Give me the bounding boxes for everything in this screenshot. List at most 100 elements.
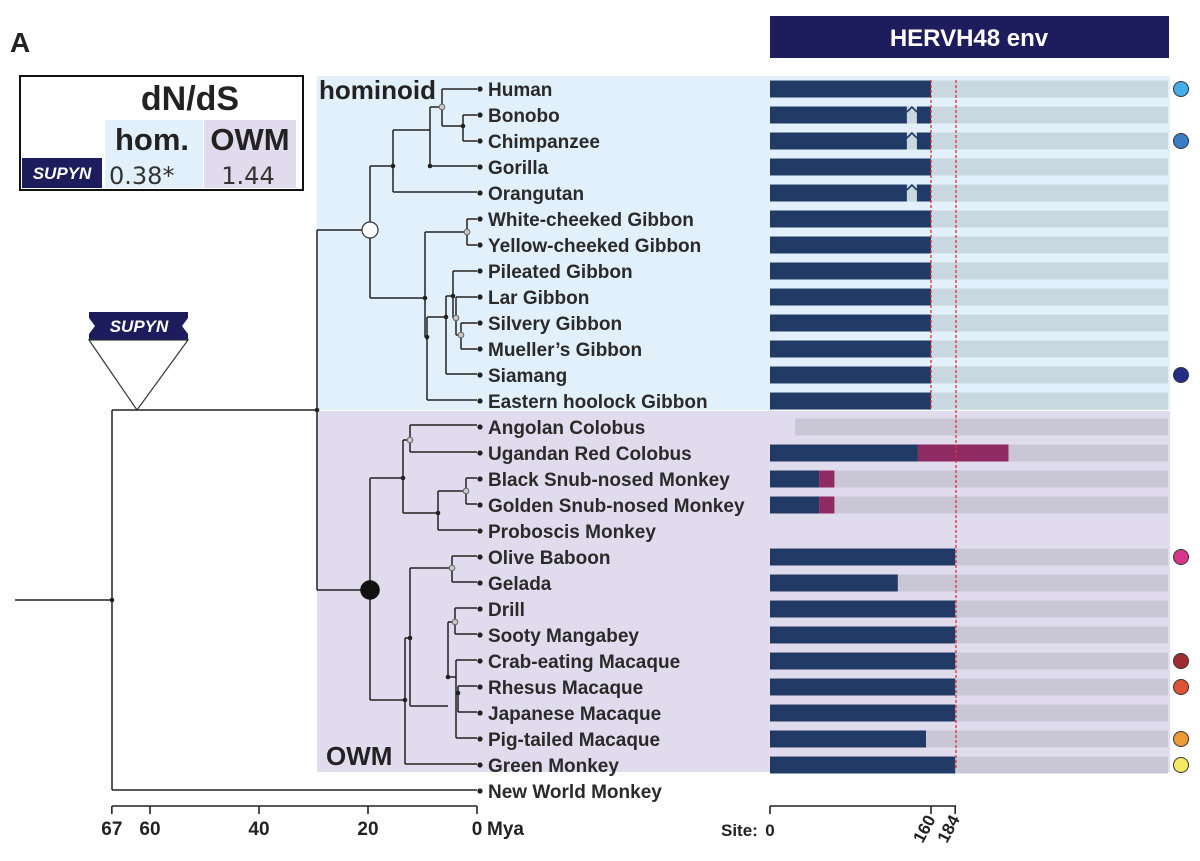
species-name: Sooty Mangabey [488,626,639,647]
species-name: Gorilla [488,158,549,179]
species-name: Proboscis Monkey [488,522,656,543]
tip-node [477,528,483,534]
tree-node [462,487,470,495]
time-tick-label: 67 [101,819,122,840]
tip-node [477,736,483,742]
env-intact-segment [770,470,820,488]
species-name: Orangutan [488,184,584,205]
species-row: Orangutan [477,183,1168,205]
env-intact-segment [770,314,931,332]
species-row: Chimpanzee [477,131,1189,153]
env-intact-segment [770,158,931,176]
tree-node [455,690,461,696]
species-row: Bonobo [477,105,1168,127]
hominoid-ancestor-node [361,221,379,239]
species-row: Golden Snub-nosed Monkey [477,496,1168,517]
env-intact-segment [770,340,931,358]
tree-node [445,674,451,680]
env-intact-segment [770,652,956,670]
species-name: Olive Baboon [488,548,610,569]
tip-node [477,372,483,378]
deletion-mark [906,105,918,113]
env-intact-segment [770,444,918,462]
env-intact-segment [916,106,931,124]
env-intact-segment [770,366,931,384]
site-axis-prefix: Site: [721,821,758,840]
tip-node [477,346,483,352]
species-row: New World Monkey [477,782,662,803]
tip-node [477,606,483,612]
tip-node [477,450,483,456]
tip-node [477,112,483,118]
dnds-col-hom: hom. [115,122,189,157]
species-name: Bonobo [488,106,560,127]
species-row: Proboscis Monkey [477,522,656,543]
env-intact-segment [770,80,931,98]
tip-node [477,216,483,222]
species-row: Eastern hoolock Gibbon [477,392,1168,413]
species-marker-dot [1173,549,1189,565]
species-rows: Human Bonobo Chimpanzee Gorilla Orangutan Whi… [477,80,1189,803]
tip-node [477,684,483,690]
env-intact-segment [770,600,956,618]
species-row: Human [477,80,1189,101]
tip-node [477,788,483,794]
env-frameshift-segment [819,496,835,514]
species-name: Ugandan Red Colobus [488,444,692,465]
tip-node [477,320,483,326]
species-row: Lar Gibbon [477,288,1168,309]
species-row: Black Snub-nosed Monkey [477,470,1168,491]
env-intact-segment [770,288,931,306]
species-row: Crab-eating Macaque [477,652,1189,673]
tree-node [427,163,433,169]
env-intact-segment [770,574,898,592]
tree-node [435,510,441,516]
species-name: Angolan Colobus [488,418,645,439]
species-name: Yellow-cheeked Gibbon [488,236,701,257]
species-name: Siamang [488,366,567,387]
species-name: Mueller’s Gibbon [488,340,642,361]
species-marker-dot [1173,81,1189,97]
hominoid-label: hominoid [319,75,436,105]
tree-node [452,314,460,322]
species-name: Japanese Macaque [488,704,661,725]
tree-node [460,123,466,129]
species-name: New World Monkey [488,782,662,803]
tree-node [402,697,408,703]
tree-node [406,436,414,444]
tree-node [450,293,456,299]
env-intact-segment [770,392,931,410]
species-row: Pileated Gibbon [477,262,1168,283]
species-row: Gelada [477,574,1168,595]
tree-node [109,597,115,603]
species-marker-dot [1173,757,1189,773]
dnds-owm-value: 1.44 [221,162,274,190]
species-name: Green Monkey [488,756,619,777]
species-name: Drill [488,600,525,621]
species-row: Drill [477,600,1168,621]
dnds-box: dN/dS hom. OWM SUPYN 0.38* 1.44 [19,75,304,191]
species-name: White-cheeked Gibbon [488,210,694,231]
tree-node [422,295,428,301]
tip-node [477,710,483,716]
env-intact-segment [770,678,956,696]
tip-node [477,762,483,768]
env-intact-segment [770,626,956,644]
species-row: Yellow-cheeked Gibbon [477,236,1168,257]
env-frameshift-segment [819,470,835,488]
species-row: Pig-tailed Macaque [477,730,1189,751]
dnds-title: dN/dS [141,80,239,118]
env-intact-segment [770,262,931,280]
dnds-col-owm: OWM [210,122,289,157]
tree-node [314,407,320,413]
species-name: Pig-tailed Macaque [488,730,660,751]
env-intact-segment [770,106,907,124]
species-name: Gelada [488,574,552,595]
tip-node [477,294,483,300]
time-tick-label: 20 [357,819,378,840]
header-title: HERVH48 env [890,25,1049,52]
tip-node [477,268,483,274]
tip-node [477,242,483,248]
tree-node [443,314,449,320]
